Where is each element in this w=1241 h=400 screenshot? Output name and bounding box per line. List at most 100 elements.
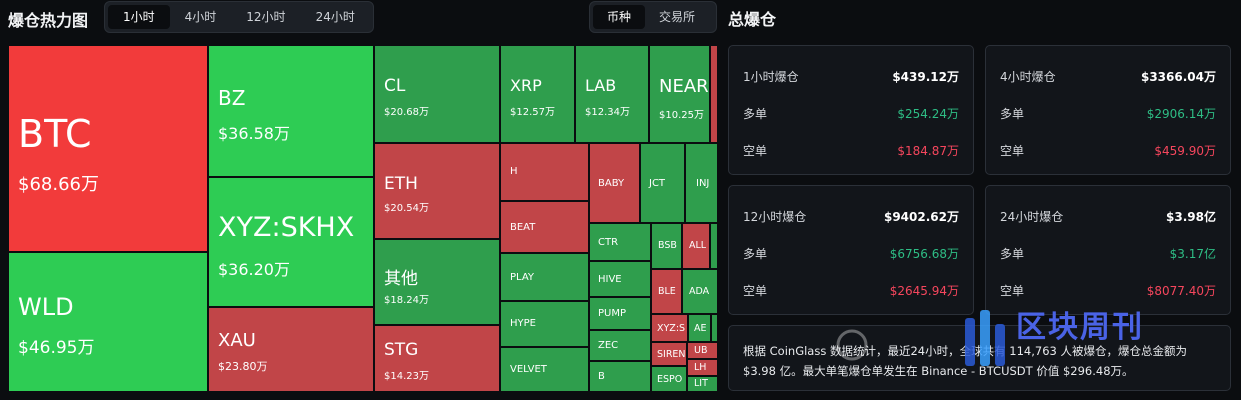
cell-value: $12.57万	[510, 107, 555, 118]
treemap-cell-hive[interactable]: HIVE	[589, 261, 651, 297]
summary-card-1h: 1小时爆仓 $439.12万 多单 $254.24万 空单 $184.87万	[728, 45, 974, 175]
treemap-cell-small[interactable]	[710, 45, 718, 143]
cell-value: $46.95万	[18, 338, 95, 358]
long-label: 多单	[1000, 107, 1025, 121]
tab-12h[interactable]: 12小时	[246, 10, 286, 24]
cell-name: ALL	[689, 240, 707, 251]
card-label: 4小时爆仓	[1000, 70, 1056, 84]
cell-name: LAB	[585, 76, 617, 95]
cell-name: LH	[694, 362, 707, 373]
cell-name: BSB	[658, 240, 677, 251]
treemap-cell-small[interactable]	[710, 223, 718, 269]
treemap-cell-all[interactable]: ALL	[682, 223, 710, 269]
tab-exchange[interactable]: 交易所	[659, 10, 696, 24]
treemap-cell-zec[interactable]: ZEC	[589, 330, 651, 361]
treemap-cell-inj[interactable]: INJ	[685, 143, 718, 223]
short-label: 空单	[1000, 144, 1025, 158]
cell-name: PLAY	[510, 272, 535, 283]
note-line-2: $3.98 亿。最大单笔爆仓单发生在 Binance - BTCUSDT 价值 …	[743, 364, 1134, 378]
long-label: 多单	[1000, 247, 1025, 261]
treemap-cell-xau[interactable]: XAU $23.80万	[208, 307, 374, 392]
tab-4h[interactable]: 4小时	[184, 10, 217, 24]
treemap-cell-espo[interactable]: ESPO	[651, 366, 687, 392]
cell-name: CL	[384, 76, 406, 96]
cell-name: ESPO	[657, 374, 683, 385]
cell-value: $68.66万	[18, 174, 99, 195]
tab-24h[interactable]: 24小时	[315, 10, 355, 24]
short-value: $459.90万	[1154, 144, 1216, 158]
treemap-cell-xyz-s[interactable]: XYZ:S	[651, 314, 688, 342]
treemap-cell-small[interactable]	[711, 314, 718, 342]
treemap-cell-lh[interactable]: LH	[687, 359, 718, 376]
long-label: 多单	[743, 107, 768, 121]
treemap-cell-xyz-skhx[interactable]: XYZ:SKHX $36.20万	[208, 177, 374, 307]
cell-name: LIT	[694, 378, 708, 389]
long-label: 多单	[743, 247, 768, 261]
treemap-cell-btc[interactable]: BTC $68.66万	[8, 45, 208, 252]
treemap-cell-jct[interactable]: JCT	[640, 143, 685, 223]
treemap-cell-xrp[interactable]: XRP $12.57万	[500, 45, 575, 143]
treemap-cell-beat[interactable]: BEAT	[500, 201, 589, 253]
cell-value: $36.58万	[218, 124, 290, 143]
short-value: $8077.40万	[1146, 284, 1216, 298]
treemap-cell-lit[interactable]: LIT	[687, 376, 718, 392]
cell-value: $20.68万	[384, 107, 429, 118]
cell-value: $23.80万	[218, 360, 268, 373]
treemap-cell-other[interactable]: 其他 $18.24万	[374, 239, 500, 325]
treemap-cell-h[interactable]: H	[500, 143, 589, 201]
treemap-cell-stg[interactable]: STG $14.23万	[374, 325, 500, 392]
heatmap-title: 爆仓热力图	[8, 11, 89, 30]
treemap-cell-lab[interactable]: LAB $12.34万	[575, 45, 649, 143]
treemap-cell-ub[interactable]: UB	[687, 342, 718, 359]
cell-name: BLE	[658, 286, 676, 297]
cell-name: VELVET	[510, 364, 547, 375]
long-value: $6756.68万	[889, 247, 959, 261]
cell-name: CTR	[598, 237, 619, 248]
card-label: 24小时爆仓	[1000, 210, 1064, 224]
treemap-cell-velvet[interactable]: VELVET	[500, 347, 589, 392]
treemap-cell-bz[interactable]: BZ $36.58万	[208, 45, 374, 177]
note-line-1: 根据 CoinGlass 数据统计，最近24小时，全球共有 114,763 人被…	[743, 344, 1187, 358]
treemap-cell-wld[interactable]: WLD $46.95万	[8, 252, 208, 392]
cell-name: XRP	[510, 76, 542, 95]
short-value: $2645.94万	[889, 284, 959, 298]
cell-name: H	[510, 166, 518, 177]
treemap-cell-baby[interactable]: BABY	[589, 143, 640, 223]
cell-name: XYZ:S	[657, 323, 686, 334]
summary-card-24h: 24小时爆仓 $3.98亿 多单 $3.17亿 空单 $8077.40万	[985, 185, 1231, 315]
cell-name: WLD	[18, 293, 74, 321]
cell-value: $10.25万	[659, 110, 704, 121]
treemap-cell-ble[interactable]: BLE	[651, 269, 682, 314]
treemap-cell-bsb[interactable]: BSB	[651, 223, 682, 269]
treemap-cell-near[interactable]: NEAR $10.25万	[649, 45, 710, 143]
treemap-cell-play[interactable]: PLAY	[500, 253, 589, 301]
cell-value: $14.23万	[384, 371, 429, 382]
treemap-cell-ae[interactable]: AE	[688, 314, 711, 342]
cell-value: $18.24万	[384, 295, 429, 306]
treemap-cell-b[interactable]: B	[589, 361, 651, 392]
cell-name: B	[598, 371, 605, 382]
tab-coin[interactable]: 币种	[593, 5, 646, 29]
treemap-cell-ada[interactable]: ADA	[682, 269, 718, 314]
cell-name: ADA	[689, 286, 710, 297]
long-value: $254.24万	[897, 107, 959, 121]
cell-name: NEAR	[659, 76, 709, 97]
treemap-cell-ctr[interactable]: CTR	[589, 223, 651, 261]
short-value: $184.87万	[897, 144, 959, 158]
short-label: 空单	[1000, 284, 1025, 298]
group-by-tabs: 币种 交易所	[589, 1, 717, 33]
cell-name: INJ	[696, 178, 710, 189]
treemap-cell-pump[interactable]: PUMP	[589, 297, 651, 330]
treemap-cell-cl[interactable]: CL $20.68万	[374, 45, 500, 143]
treemap-cell-eth[interactable]: ETH $20.54万	[374, 143, 500, 239]
tab-1h[interactable]: 1小时	[108, 5, 170, 29]
treemap-cell-hype[interactable]: HYPE	[500, 301, 589, 347]
cell-name: HIVE	[598, 274, 622, 285]
liquidation-treemap: BTC $68.66万 WLD $46.95万 BZ $36.58万 XYZ:S…	[8, 45, 718, 392]
cell-name: XYZ:SKHX	[218, 212, 355, 243]
treemap-cell-siren[interactable]: SIREN	[651, 342, 687, 366]
card-total: $3366.04万	[1140, 70, 1216, 84]
cell-name: BABY	[598, 178, 625, 189]
cell-name: HYPE	[510, 318, 536, 329]
watermark-text: 区块周刊	[1016, 310, 1144, 345]
